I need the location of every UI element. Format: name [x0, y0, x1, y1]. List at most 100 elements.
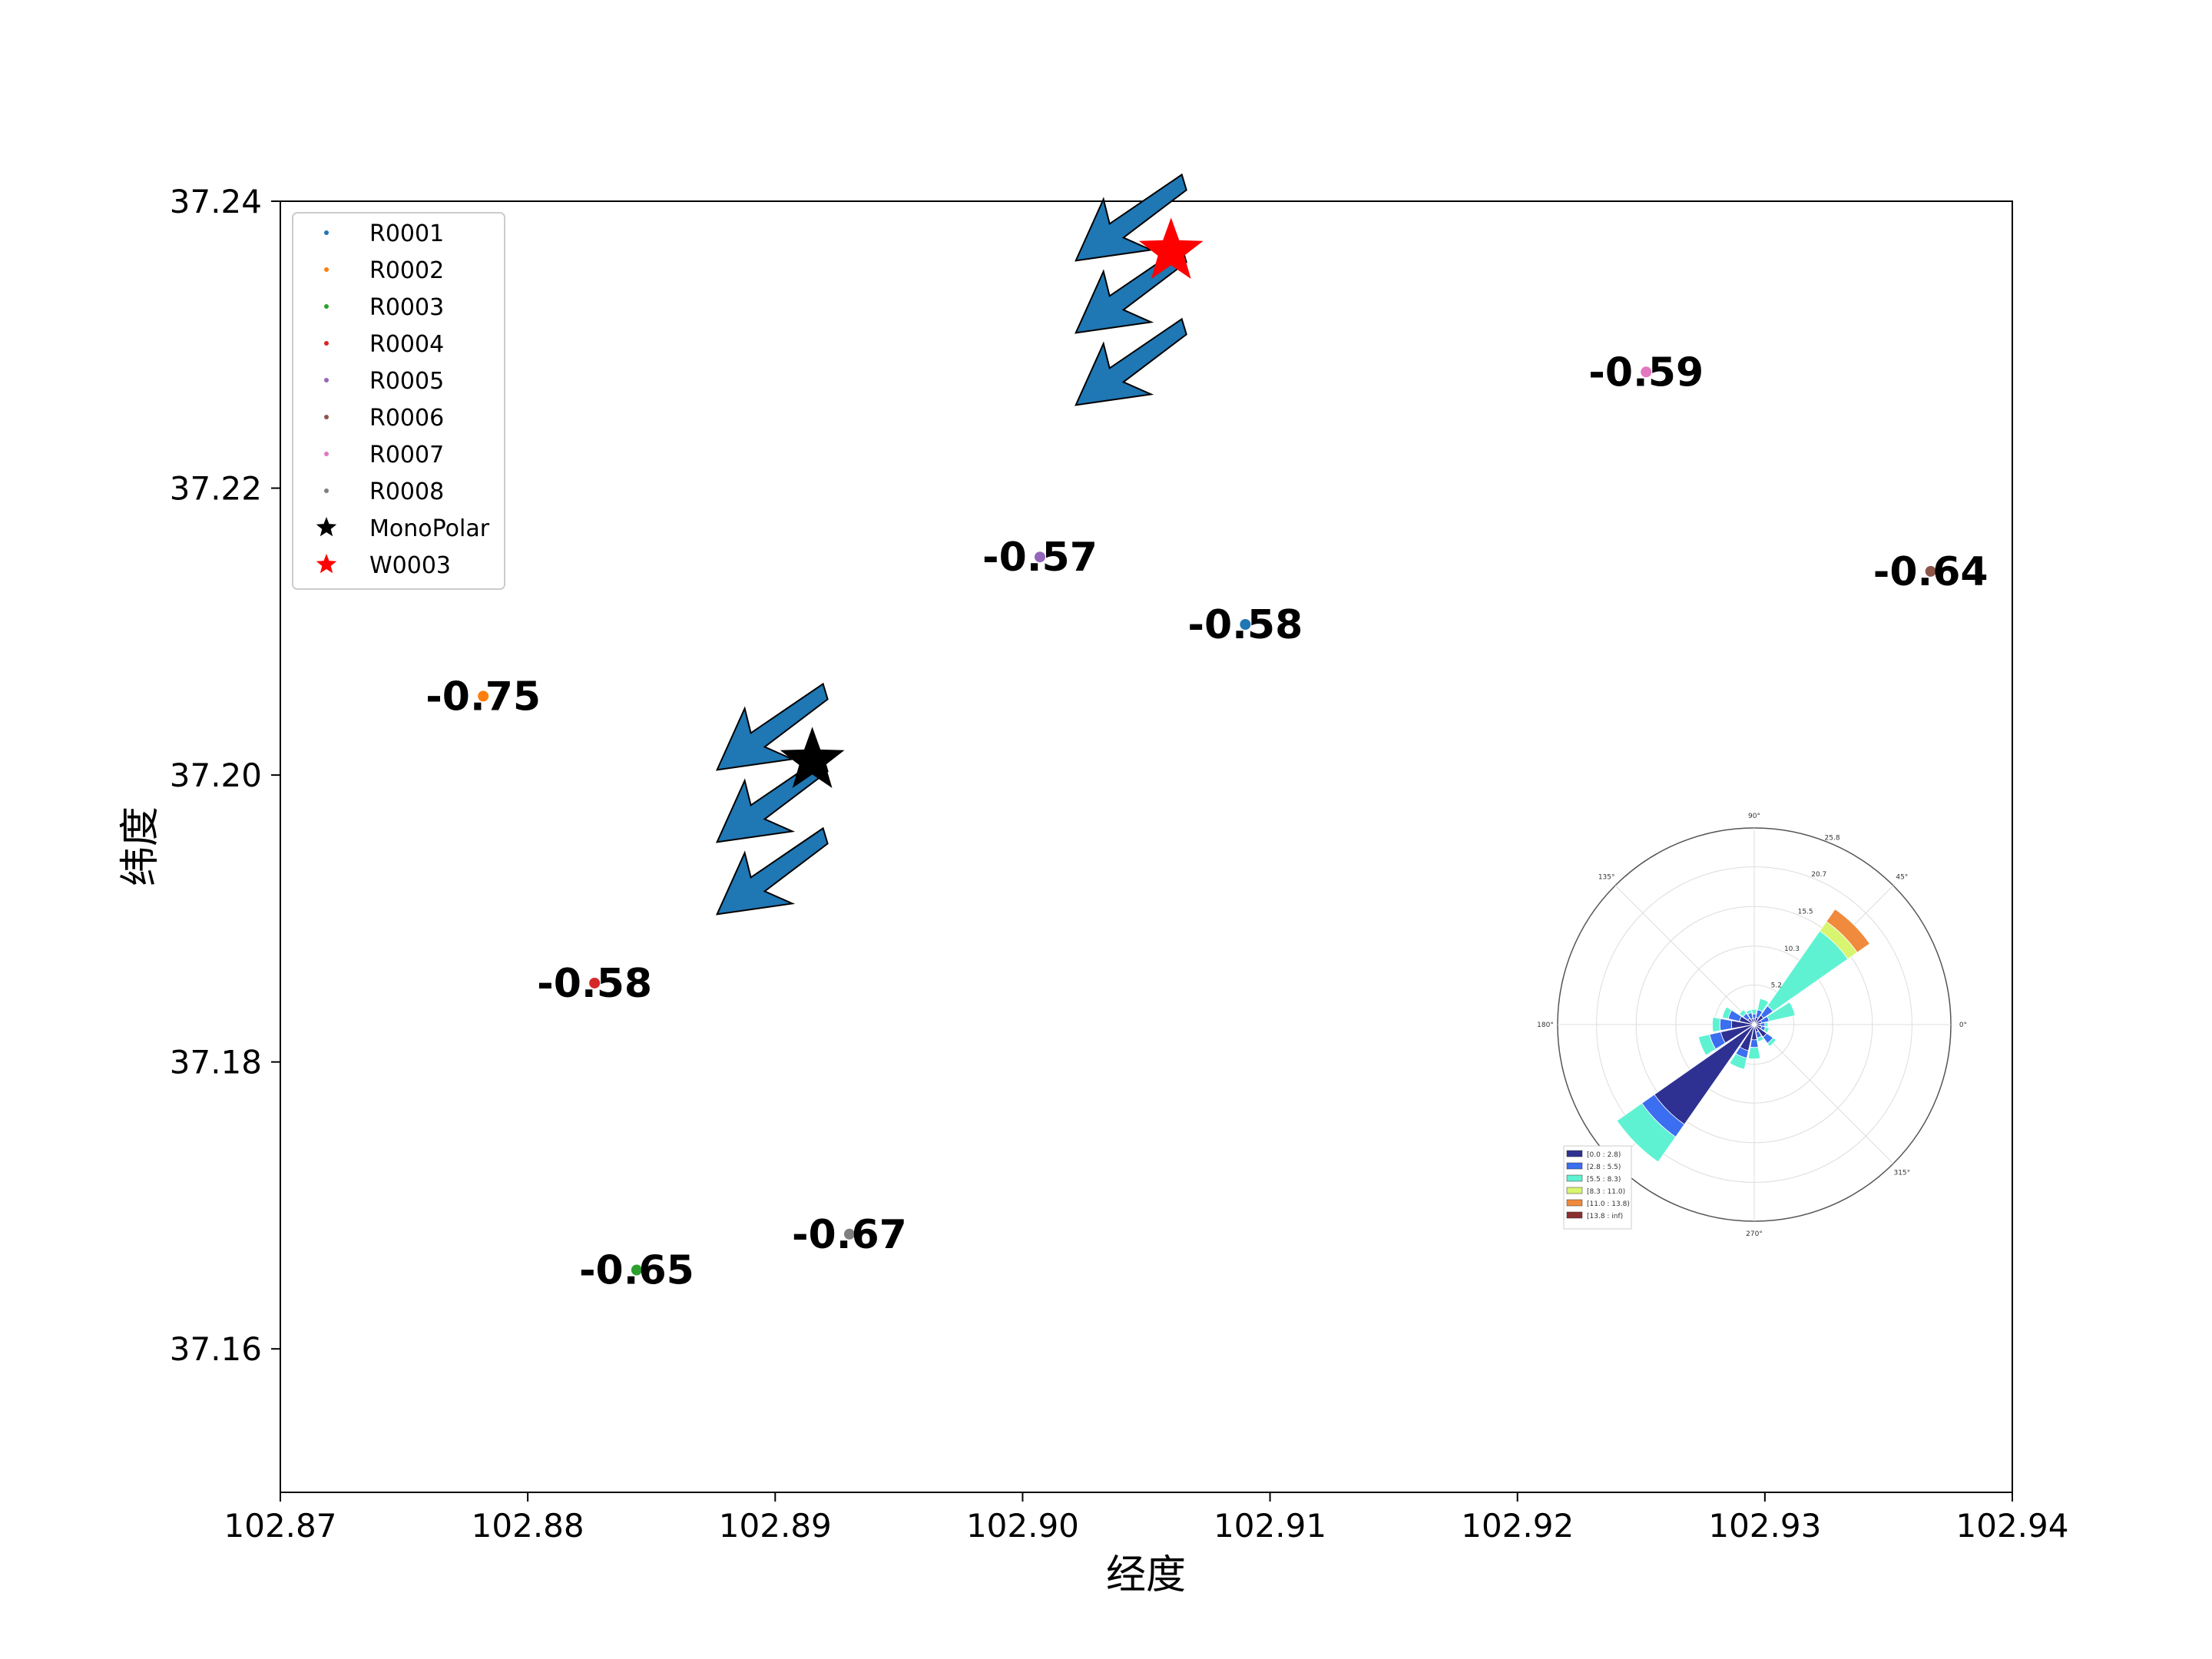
rose-radial-label: 25.8	[1825, 834, 1840, 842]
rose-legend-swatch	[1566, 1174, 1583, 1182]
legend-label-r0007: R0007	[369, 442, 444, 469]
rose-radial-label: 15.5	[1798, 908, 1813, 916]
legend-label-r0002: R0002	[369, 257, 444, 284]
y-tick-label: 37.18	[170, 1044, 262, 1081]
legend-marker-r0003	[324, 304, 329, 309]
rose-wedge	[1767, 1037, 1777, 1048]
rose-legend-label: [0.0 : 2.8)	[1587, 1151, 1621, 1159]
wind-arrows	[715, 173, 1187, 916]
stations	[478, 366, 1936, 1276]
rose-wedge	[1764, 1022, 1769, 1028]
value-label-r0003: -0.65	[579, 1247, 694, 1293]
rose-angle-label: 270°	[1746, 1230, 1763, 1238]
legend-marker-w0003	[316, 554, 337, 574]
rose-legend-label: [5.5 : 8.3)	[1587, 1176, 1621, 1184]
rose-radial-label: 20.7	[1811, 871, 1826, 879]
station-point-r0006	[1925, 565, 1936, 577]
rose-legend-label: [13.8 : inf)	[1587, 1213, 1623, 1220]
rose-legend-label: [2.8 : 5.5)	[1587, 1164, 1621, 1171]
legend-label-r0008: R0008	[369, 478, 444, 505]
wind-arrow	[1075, 173, 1187, 262]
value-label-r0007: -0.59	[1588, 349, 1704, 396]
legend-marker-monopolar	[316, 517, 337, 537]
axis-ticks: 102.87 102.88 102.89 102.90 102.91 102.92 102.…	[170, 183, 2069, 1545]
legend-label-r0003: R0003	[369, 294, 444, 321]
rose-angle-label: 0°	[1959, 1022, 1967, 1029]
value-label-r0005: -0.57	[982, 535, 1098, 581]
rose-legend-swatch	[1566, 1211, 1583, 1219]
rose-angle-label: 315°	[1893, 1169, 1910, 1177]
x-tick-label: 102.90	[966, 1507, 1079, 1545]
x-tick-label: 102.94	[1956, 1507, 2069, 1545]
rose-grid-spoke	[1614, 885, 1755, 1025]
value-label-r0004: -0.58	[537, 961, 652, 1007]
x-tick-label: 102.91	[1214, 1507, 1326, 1545]
rose-wedge	[1745, 1009, 1753, 1015]
wind-rose: 5.2 10.3 15.5 20.7 25.8 90° 45° 0° 315° 270° 135° 1…	[1537, 813, 1967, 1238]
rose-wedge	[1767, 1002, 1796, 1022]
legend-label-r0006: R0006	[369, 405, 444, 432]
rose-wedge	[1751, 1008, 1757, 1015]
x-tick-label: 102.92	[1461, 1507, 1574, 1545]
rose-legend-swatch	[1566, 1187, 1583, 1194]
rose-wedge	[1616, 1102, 1677, 1163]
station-point-r0003	[631, 1264, 642, 1276]
rose-legend-label: [11.0 : 13.8)	[1587, 1200, 1630, 1208]
station-point-r0001	[1240, 618, 1251, 630]
station-point-r0002	[478, 690, 489, 702]
x-tick-label: 102.88	[472, 1507, 584, 1545]
legend-label-r0001: R0001	[369, 220, 444, 247]
legend: R0001 R0002 R0003 R0004 R0005 R0006 R0007 R0008…	[292, 212, 505, 590]
legend-marker-r0005	[324, 378, 329, 382]
rose-wedge	[1747, 1046, 1761, 1060]
rose-wedge	[1721, 1006, 1733, 1019]
legend-marker-r0007	[324, 452, 329, 456]
rose-wedge	[1719, 1018, 1733, 1031]
rose-legend-swatch	[1566, 1150, 1583, 1157]
station-point-r0005	[1034, 551, 1045, 563]
y-axis-label: 纬度	[118, 806, 164, 886]
rose-angle-label: 180°	[1537, 1022, 1554, 1029]
y-tick-label: 37.20	[170, 757, 262, 794]
rose-wedge	[1826, 909, 1870, 953]
rose-angle-label: 45°	[1896, 874, 1908, 882]
x-tick-label: 102.89	[719, 1507, 832, 1545]
legend-marker-r0008	[324, 488, 329, 493]
rose-grid-spoke	[1753, 1024, 1894, 1164]
rose-angle-label: 90°	[1748, 813, 1760, 820]
y-tick-label: 37.24	[170, 183, 262, 220]
wind-arrow	[715, 682, 829, 771]
legend-label-monopolar: MonoPolar	[369, 515, 490, 542]
x-tick-label: 102.87	[224, 1507, 337, 1545]
rose-wedge	[1757, 1035, 1764, 1042]
legend-marker-r0002	[324, 267, 329, 272]
value-label-r0002: -0.75	[426, 674, 541, 720]
rose-legend-swatch	[1566, 1199, 1583, 1207]
rose-radial-label: 5.2	[1771, 982, 1782, 990]
x-tick-label: 102.93	[1708, 1507, 1821, 1545]
rose-radial-label: 10.3	[1784, 945, 1800, 953]
legend-label-w0003: W0003	[369, 552, 451, 579]
station-point-r0008	[843, 1228, 855, 1240]
rose-legend-swatch	[1566, 1162, 1583, 1170]
y-tick-label: 37.16	[170, 1330, 262, 1368]
rose-wedge	[1760, 1022, 1766, 1027]
rose-wedge	[1697, 1034, 1717, 1056]
legend-marker-r0006	[324, 415, 329, 419]
rose-wedge	[1738, 1008, 1747, 1018]
station-point-r0007	[1641, 366, 1652, 378]
value-label-r0008: -0.67	[792, 1212, 907, 1258]
legend-marker-r0004	[324, 341, 329, 346]
wind-arrow	[715, 826, 829, 916]
rose-wedge	[1712, 1017, 1721, 1032]
legend-box	[292, 212, 505, 590]
legend-label-r0004: R0004	[369, 331, 444, 358]
rose-legend-label: [8.3 : 11.0)	[1587, 1188, 1625, 1196]
y-tick-label: 37.22	[170, 470, 262, 508]
rose-wedge	[1729, 1053, 1747, 1070]
marker-monopolar	[780, 727, 845, 788]
legend-label-r0005: R0005	[369, 368, 444, 395]
star-markers	[780, 217, 1204, 788]
x-axis-label: 经度	[1106, 1552, 1186, 1598]
